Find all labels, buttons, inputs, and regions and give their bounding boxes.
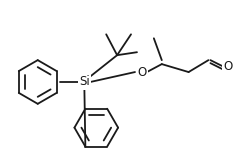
Text: O: O	[224, 60, 233, 73]
Text: O: O	[137, 66, 147, 79]
Text: Si: Si	[79, 76, 90, 88]
